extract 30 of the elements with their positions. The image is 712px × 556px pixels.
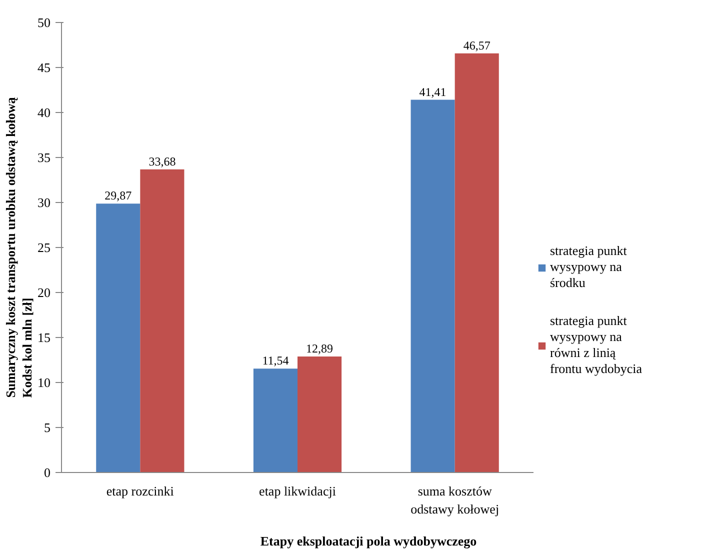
bar: [140, 169, 184, 472]
y-tick-label: 50: [38, 15, 50, 30]
legend-label: strategia punkt wysypowy na środku: [550, 243, 627, 291]
bar: [454, 53, 499, 472]
data-label: 46,57: [463, 38, 490, 52]
y-tick-label: 20: [38, 285, 50, 300]
x-tick-label: etap rozcinki: [106, 484, 174, 498]
data-label: 29,87: [104, 188, 132, 203]
y-tick-label: 5: [44, 420, 50, 435]
bar: [96, 204, 140, 472]
y-tick-label: 45: [38, 60, 50, 75]
y-tick-label: 35: [38, 150, 50, 165]
x-tick-label: suma kosztów odstawy kołowej: [410, 484, 500, 516]
y-tick-label: 40: [38, 105, 50, 120]
data-label: 41,41: [419, 84, 446, 99]
legend-label: strategia punkt wysypowy na równi z linią frontu wydobycia: [550, 313, 642, 377]
y-tick-label: 25: [38, 240, 50, 255]
y-tick-label: 15: [38, 330, 50, 345]
bar: [298, 356, 342, 472]
x-axis-title: Etapy eksploatacji pola wydobywczego: [260, 534, 477, 548]
y-tick-label: 30: [38, 195, 50, 210]
y-tick-label: 0: [44, 465, 50, 480]
y-tick-label: 10: [38, 375, 50, 390]
bar: [253, 368, 298, 472]
x-tick-label: etap likwidacji: [259, 484, 336, 498]
data-label: 11,54: [262, 354, 289, 368]
y-axis-title: Sumaryczny koszt transportu urobku odstawą kołową Kodst kol mln [zł]: [3, 96, 34, 398]
data-label: 12,89: [306, 341, 334, 356]
bar: [410, 100, 455, 472]
data-label: 33,68: [148, 154, 176, 168]
